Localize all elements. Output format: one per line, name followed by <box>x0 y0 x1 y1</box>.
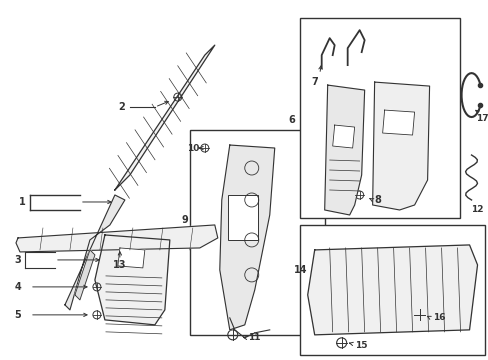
Polygon shape <box>332 125 354 148</box>
Bar <box>299 18 459 218</box>
Text: 6: 6 <box>287 115 294 125</box>
Text: 12: 12 <box>470 206 483 215</box>
Bar <box>189 130 324 335</box>
Text: 2: 2 <box>118 102 124 112</box>
Text: 15: 15 <box>354 341 366 350</box>
Polygon shape <box>324 85 364 215</box>
Text: 7: 7 <box>311 77 317 87</box>
Text: 10: 10 <box>187 144 200 153</box>
Bar <box>299 225 484 355</box>
Polygon shape <box>16 225 217 252</box>
Text: 5: 5 <box>15 310 21 320</box>
Polygon shape <box>382 110 414 135</box>
Polygon shape <box>115 45 214 190</box>
Text: 16: 16 <box>432 313 444 322</box>
Polygon shape <box>95 235 169 325</box>
Polygon shape <box>219 145 274 330</box>
Text: 1: 1 <box>19 197 25 207</box>
Text: 13: 13 <box>113 260 126 270</box>
Text: 9: 9 <box>181 215 187 225</box>
Text: 8: 8 <box>374 195 381 205</box>
Polygon shape <box>118 248 144 268</box>
Polygon shape <box>307 245 477 335</box>
Bar <box>227 195 257 240</box>
Text: 14: 14 <box>294 265 307 275</box>
Polygon shape <box>372 82 429 210</box>
Text: 4: 4 <box>15 282 21 292</box>
Text: 3: 3 <box>15 255 21 265</box>
Text: 17: 17 <box>475 113 488 122</box>
Text: 11: 11 <box>247 333 260 342</box>
Polygon shape <box>75 250 95 300</box>
Polygon shape <box>65 195 124 310</box>
